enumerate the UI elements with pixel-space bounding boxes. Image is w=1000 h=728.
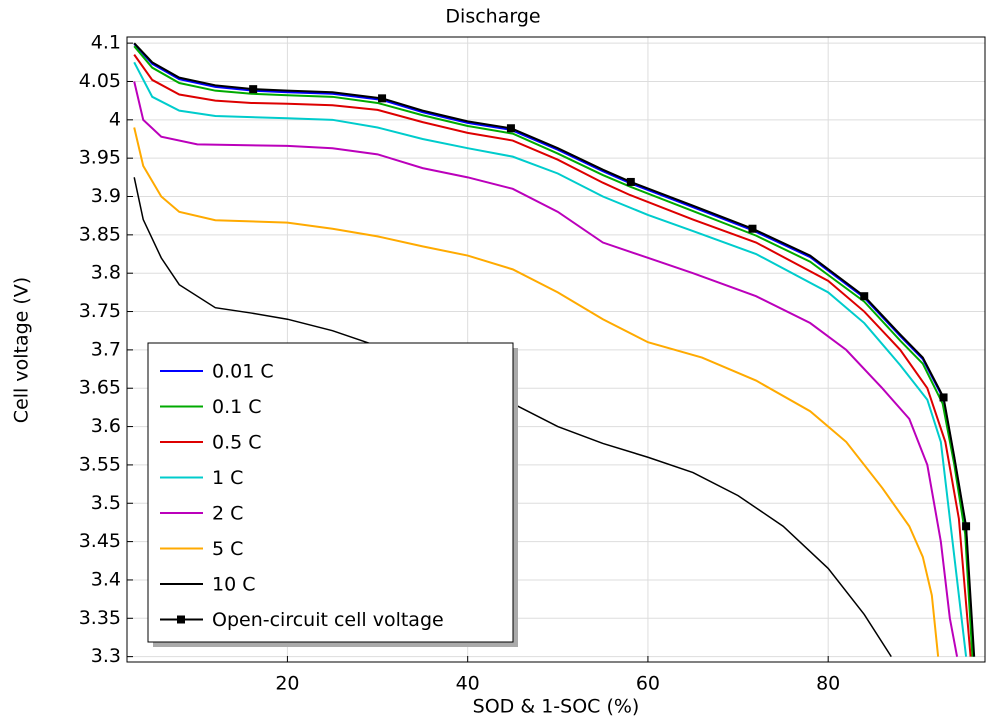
legend-label: 0.01 C [212,361,274,383]
y-tick-label: 3.85 [79,223,121,245]
x-axis-label: SOD & 1-SOC (%) [473,696,640,718]
plot-frame [126,36,986,663]
y-tick-label: 3.8 [91,262,121,284]
y-tick-label: 3.95 [79,147,121,169]
legend-label: 0.1 C [212,396,262,418]
x-tick-label: 80 [816,673,840,695]
x-tick-label: 60 [636,673,660,695]
legend-label: 1 C [212,467,243,489]
marker [748,224,757,233]
marker [506,124,515,133]
series-line [133,54,972,657]
plot-area [133,42,976,658]
x-tick-label: 20 [275,673,299,695]
y-tick-label: 3.3 [91,645,121,667]
y-tick-label: 3.55 [79,453,121,475]
y-axis-label: Cell voltage (V) [11,277,33,423]
chart-title: Discharge [445,6,540,28]
marker [860,292,869,301]
legend-label: 5 C [212,538,243,560]
y-tick-label: 4 [109,108,121,130]
legend-label: 0.5 C [212,432,262,454]
x-tick-label: 40 [456,673,480,695]
y-tick-label: 4.05 [79,70,121,92]
series-line [133,61,968,657]
marker [939,393,948,402]
y-tick-label: 3.5 [91,492,121,514]
y-tick-label: 3.65 [79,377,121,399]
marker [962,522,971,531]
marker [249,85,258,94]
legend-marker [177,615,185,624]
y-tick-label: 3.45 [79,530,121,552]
series-line [133,81,959,657]
legend-label: 2 C [212,503,243,525]
y-tick-label: 3.6 [91,415,121,437]
y-tick-label: 3.7 [91,338,121,360]
y-tick-label: 3.75 [79,300,121,322]
series-line [133,45,974,657]
marker [378,94,387,103]
y-tick-label: 3.35 [79,607,121,629]
y-tick-label: 3.9 [91,185,121,207]
y-tick-label: 4.1 [91,32,121,54]
legend-label: Open-circuit cell voltage [212,609,444,631]
marker [626,177,635,186]
legend-box [147,342,514,643]
series-line [133,42,976,657]
legend-label: 10 C [212,574,255,596]
y-tick-label: 3.4 [91,568,121,590]
series-line [133,127,940,657]
